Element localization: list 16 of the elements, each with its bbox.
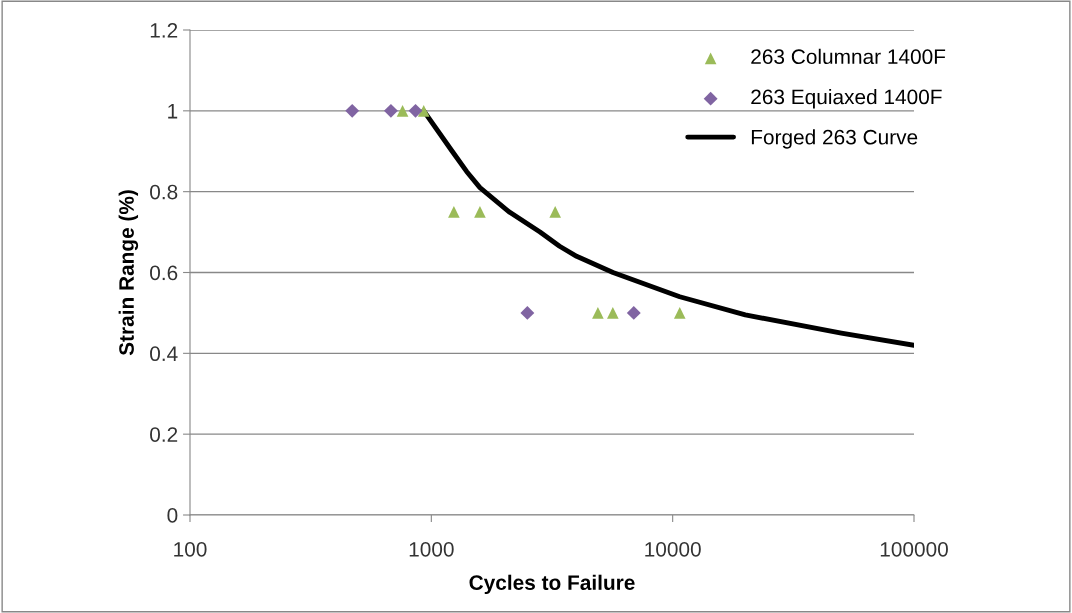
x-tick-label: 10000 (645, 541, 701, 557)
legend-label: 263 Columnar 1400F (751, 48, 946, 65)
y-axis-title: Strain Range (%) (118, 190, 139, 356)
y-tick-label: 0.8 (150, 184, 178, 200)
y-tick-label: 0.4 (150, 346, 178, 362)
x-tick-label: 100 (174, 541, 207, 557)
y-tick-label: 0 (167, 508, 178, 523)
y-tick-label: 0.2 (150, 427, 178, 442)
y-tick-label: 1.2 (150, 23, 178, 38)
y-tick-label: 1 (168, 104, 178, 119)
x-tick-label: 1000 (409, 541, 454, 557)
x-tick-label: 100000 (880, 541, 948, 557)
x-axis-title: Cycles to Failure (469, 574, 635, 595)
legend-label: Forged 263 Curve (751, 129, 918, 149)
y-tick-label: 0.6 (150, 265, 178, 281)
legend-label: 263 Equiaxed 1400F (751, 89, 942, 109)
